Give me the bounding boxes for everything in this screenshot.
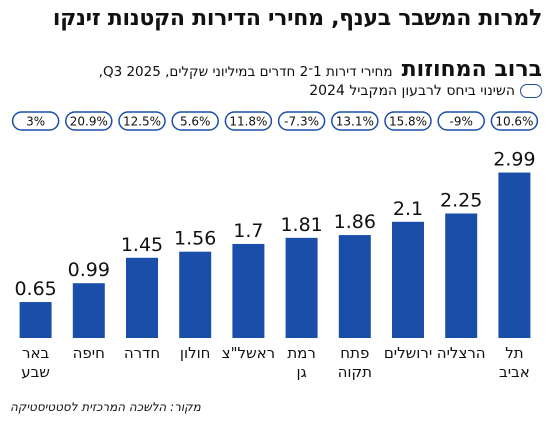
category-label: חולון <box>180 344 211 362</box>
change-pill <box>224 111 273 131</box>
value-label: 1.81 <box>280 214 322 236</box>
change-label: -7.3% <box>284 115 319 129</box>
bar <box>445 213 478 338</box>
value-label: 2.1 <box>393 198 423 220</box>
change-pill <box>65 111 113 131</box>
change-pill <box>118 111 166 131</box>
legend-pill-icon <box>520 84 542 98</box>
category-label: תקוה <box>338 363 372 381</box>
category-label: חדרה <box>124 344 160 362</box>
category-label: הרצליה <box>437 344 486 362</box>
change-pill <box>171 111 219 131</box>
change-label: 20.9% <box>70 115 108 129</box>
value-label: 2.25 <box>440 190 482 212</box>
legend: השינוי ביחס לרבעון המקביל 2024 <box>309 83 542 99</box>
chart-title-line2: ברוב המחוזות <box>401 57 542 82</box>
bar <box>72 283 105 338</box>
bar <box>232 243 265 338</box>
value-label: 1.86 <box>334 211 376 233</box>
change-label: 5.6% <box>180 115 211 129</box>
bar <box>126 257 158 338</box>
bar <box>498 172 531 338</box>
change-pill <box>437 111 485 131</box>
bar <box>179 251 212 338</box>
change-label: 10.6% <box>495 115 533 129</box>
value-label: 1.7 <box>233 220 263 242</box>
value-label: 0.99 <box>68 259 110 281</box>
category-label: רמת <box>287 344 316 362</box>
change-pill <box>331 111 379 131</box>
change-label: 15.8% <box>389 115 427 129</box>
change-pill <box>490 111 539 131</box>
change-label: 11.8% <box>229 115 267 129</box>
bar <box>338 235 371 338</box>
category-label: ירושלים <box>384 344 432 362</box>
change-label: 12.5% <box>123 115 161 129</box>
bar <box>285 237 318 338</box>
category-label: ראשל"צ <box>222 344 275 362</box>
value-label: 1.45 <box>121 234 163 256</box>
bar <box>19 302 52 338</box>
category-label: תל <box>505 344 523 362</box>
chart-title: למרות המשבר בענף, מחירי הדירות הקטנות זי… <box>52 6 542 31</box>
category-label: באר <box>22 344 49 362</box>
change-label: 3% <box>26 115 45 129</box>
change-pill <box>11 111 60 131</box>
change-label: -9% <box>450 115 473 129</box>
bar <box>392 221 424 338</box>
value-label: 0.65 <box>14 278 56 300</box>
category-label: חיפה <box>73 344 105 362</box>
chart-subtitle: מחירי דירות 1־2 חדרים במיליוני שקלים, Q3… <box>98 64 393 80</box>
category-label: אביב <box>499 363 530 381</box>
category-label: גן <box>296 363 306 381</box>
category-label: פתח <box>340 344 369 362</box>
source-note: מקור: הלשכה המרכזית לסטטיסטיקה <box>10 400 201 414</box>
value-label: 2.99 <box>493 149 535 171</box>
subtitle-row: ברוב המחוזות מחירי דירות 1־2 חדרים במילי… <box>6 57 542 82</box>
change-pill <box>384 111 432 131</box>
change-label: 13.1% <box>336 115 374 129</box>
category-label: שבע <box>21 363 50 381</box>
legend-label: השינוי ביחס לרבעון המקביל 2024 <box>309 83 515 99</box>
change-pill <box>277 111 326 131</box>
value-label: 1.56 <box>174 228 216 250</box>
